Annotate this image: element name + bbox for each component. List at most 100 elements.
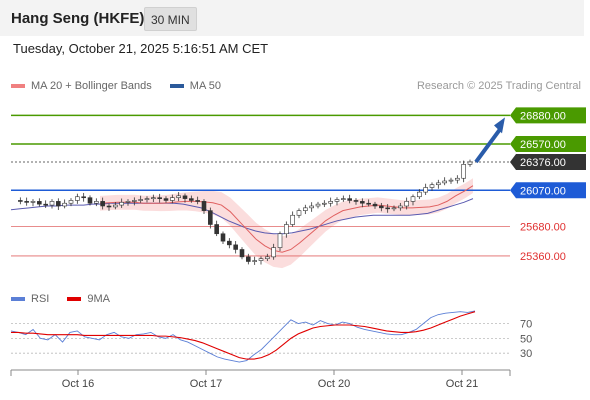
rsi-legend: RSI 9MA (11, 293, 128, 305)
candle-body (18, 200, 23, 202)
candle-body (353, 200, 359, 202)
candle-body (94, 201, 99, 204)
interval-button[interactable]: 30 MIN (144, 7, 197, 31)
candle-body (144, 198, 150, 200)
legend-swatch-9ma (67, 297, 82, 301)
level-tag-resistance (510, 136, 586, 153)
candle-body (87, 197, 93, 204)
candle-body (201, 201, 207, 211)
candle-body (157, 197, 162, 199)
candle-body (233, 244, 238, 250)
x-axis-label: Oct 20 (318, 378, 350, 390)
candle-body (170, 197, 175, 201)
candle-body (208, 210, 213, 225)
candle-body (309, 205, 314, 209)
candle-body (214, 224, 219, 235)
candle-body (366, 202, 371, 205)
candle-body (100, 201, 105, 207)
candle-body (429, 184, 435, 188)
candle-body (328, 201, 333, 204)
candle-body (423, 187, 428, 193)
level-tag-resistance (510, 107, 586, 124)
ma20-line (99, 185, 474, 253)
candle-body (49, 201, 55, 206)
candle-body (404, 201, 409, 207)
candle-body (176, 195, 181, 198)
instrument-title: Hang Seng (HKFE) (11, 10, 145, 27)
rsi-tick-label: 50 (520, 333, 532, 345)
candle-body (81, 196, 86, 199)
candle-body (417, 191, 422, 198)
timestamp: Tuesday, October 21, 2025 5:16:51 AM CET (13, 41, 269, 56)
legend-label-rsi: RSI (31, 293, 50, 305)
projection-arrow-head (494, 117, 505, 134)
candle-body (246, 256, 251, 262)
candle-body (334, 199, 340, 202)
candle-body (239, 249, 245, 258)
credit-text: Research © 2025 Trading Central (416, 80, 581, 92)
candle-body (62, 202, 67, 207)
level-tag-pivot (510, 182, 586, 199)
candle-body (37, 201, 42, 205)
level-label-support: 25680.00 (520, 221, 566, 233)
candle-body (303, 207, 308, 211)
candle-body (30, 201, 36, 203)
level-label-resistance: 26570.00 (520, 139, 566, 151)
legend-item-9ma: 9MA (67, 293, 110, 305)
candle-body (315, 203, 321, 207)
rsi-tick-label: 70 (520, 319, 532, 331)
candle-body (113, 204, 118, 208)
candle-body (360, 201, 365, 204)
legend-item-rsi: RSI (11, 293, 49, 305)
rsi-series-9ma (11, 311, 476, 360)
candle-body (75, 196, 80, 201)
candle-body (265, 256, 270, 260)
candle-body (189, 198, 194, 201)
candle-body (138, 199, 143, 201)
candle-body (410, 196, 416, 202)
legend-item-ma50: MA 50 (169, 80, 221, 92)
candle-body (442, 180, 447, 184)
candle-body (220, 233, 226, 242)
candle-body (467, 161, 473, 165)
legend-label-ma20: MA 20 + Bollinger Bands (31, 80, 152, 92)
candle-body (379, 205, 384, 209)
candle-body (347, 198, 352, 201)
chart-header: Hang Seng (HKFE) 30 MIN (0, 0, 584, 36)
candle-body (258, 258, 264, 261)
candle-body (271, 247, 276, 258)
candle-body (448, 179, 454, 182)
legend-label-ma50: MA 50 (189, 80, 221, 92)
candle-body (436, 182, 441, 186)
candle-body (68, 200, 74, 204)
legend-swatch-ma50 (169, 84, 184, 88)
candle-body (163, 198, 169, 201)
legend-swatch-rsi (11, 297, 25, 301)
candle-body (296, 210, 302, 216)
candle-body (322, 202, 327, 205)
candle-body (119, 202, 124, 206)
x-axis-label: Oct 21 (446, 378, 478, 390)
candle-body (151, 197, 156, 199)
candle-body (182, 195, 188, 199)
candle-body (341, 198, 346, 200)
candle-body (290, 214, 295, 225)
legend-item-ma20: MA 20 + Bollinger Bands (11, 80, 152, 92)
legend-label-9ma: 9MA (87, 293, 110, 305)
ma50-line (10, 198, 474, 235)
candle-body (195, 200, 200, 202)
legend-swatch-ma20 (11, 84, 25, 88)
candle-body (372, 203, 378, 207)
candle-body (43, 203, 48, 206)
candle-body (24, 201, 29, 203)
rsi-tick-label: 30 (520, 348, 532, 360)
candle-body (56, 201, 61, 207)
candle-body (277, 233, 283, 248)
candle-body (125, 201, 131, 203)
candle-body (252, 260, 257, 262)
level-tag-current (510, 153, 586, 170)
candle-body (227, 240, 232, 246)
projection-arrow-shaft (474, 128, 502, 164)
candle-body (461, 164, 466, 179)
candle-body (385, 207, 390, 210)
